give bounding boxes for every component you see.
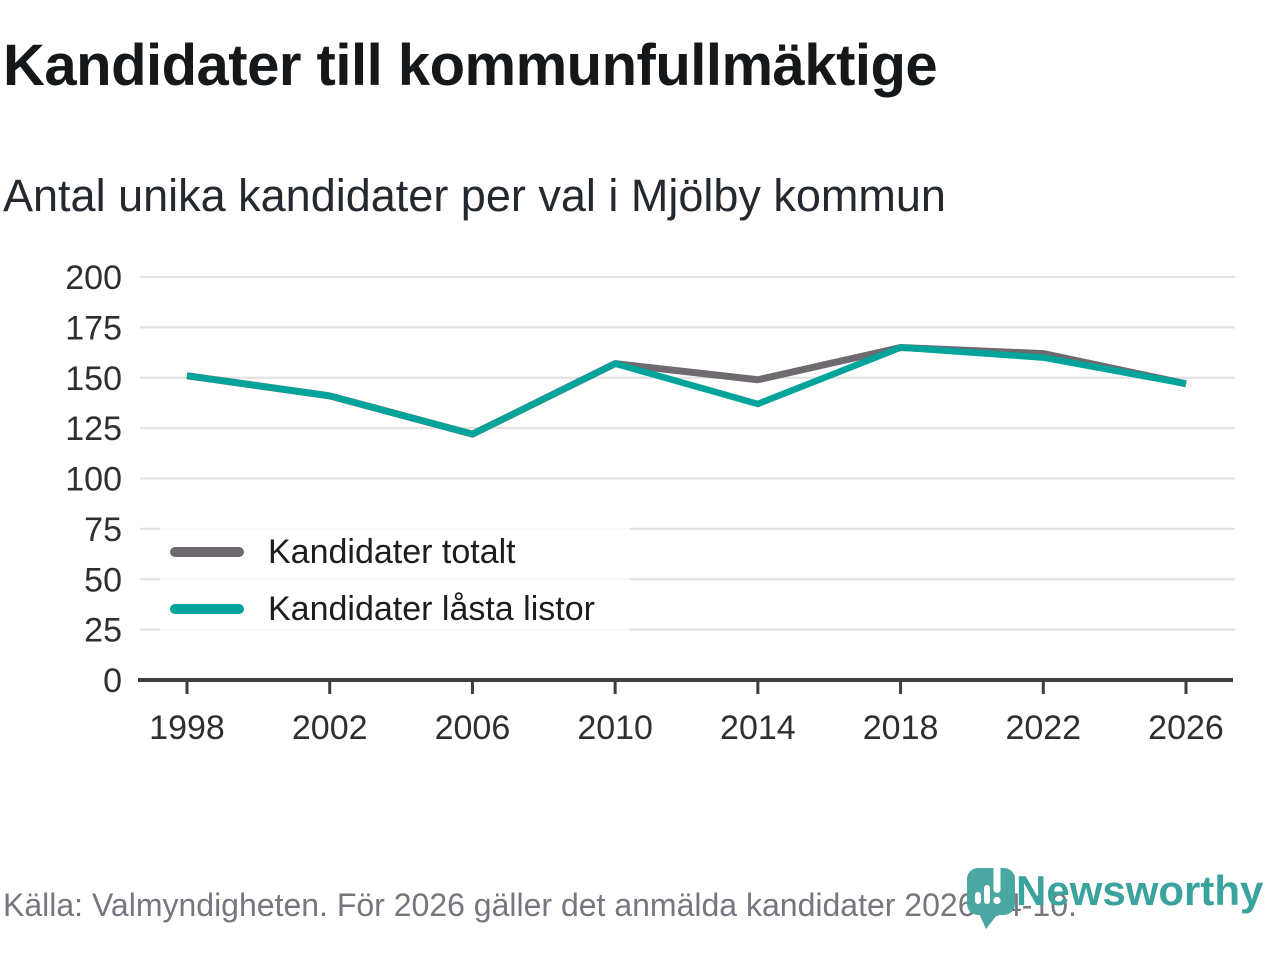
x-axis-label: 2022	[1005, 709, 1081, 747]
legend-item-lasta-listor: Kandidater låsta listor	[170, 589, 630, 629]
source-text: Källa: Valmyndigheten. För 2026 gäller d…	[3, 887, 1077, 923]
x-axis-label: 2014	[720, 709, 796, 747]
page-subtitle: Antal unika kandidater per val i Mjölby …	[3, 170, 946, 221]
y-axis-label: 175	[65, 309, 122, 347]
chart-legend: Kandidater totalt Kandidater låsta listo…	[160, 524, 630, 641]
x-axis-label: 2010	[577, 709, 653, 747]
series-line-1	[186, 344, 1187, 438]
series-line-0	[186, 344, 1187, 438]
y-axis-label: 50	[84, 561, 122, 599]
page-title: Kandidater till kommunfullmäktige	[3, 33, 938, 98]
line-chart: 0 25 50 75 100 125 150 175 200 1998 2002 2006 2010 20…	[65, 259, 1235, 747]
legend-swatch-lasta-listor	[170, 604, 244, 614]
x-axis-label: 2006	[435, 709, 511, 747]
legend-swatch-totalt	[170, 547, 244, 557]
legend-label-totalt: Kandidater totalt	[268, 533, 516, 571]
y-axis-label: 0	[103, 662, 122, 700]
x-axis-label: 2026	[1148, 709, 1224, 747]
y-axis-label: 100	[65, 461, 122, 499]
legend-label-lasta-listor: Kandidater låsta listor	[268, 590, 595, 628]
y-axis-label: 25	[84, 612, 122, 650]
x-axis-label: 1998	[149, 709, 225, 747]
y-axis-label: 150	[65, 360, 122, 398]
y-axis-label: 200	[65, 259, 122, 297]
x-axis-label: 2018	[863, 709, 939, 747]
y-axis-label: 75	[84, 511, 122, 549]
y-axis-label: 125	[65, 410, 122, 448]
x-axis-label: 2002	[292, 709, 368, 747]
legend-item-totalt: Kandidater totalt	[170, 532, 630, 572]
